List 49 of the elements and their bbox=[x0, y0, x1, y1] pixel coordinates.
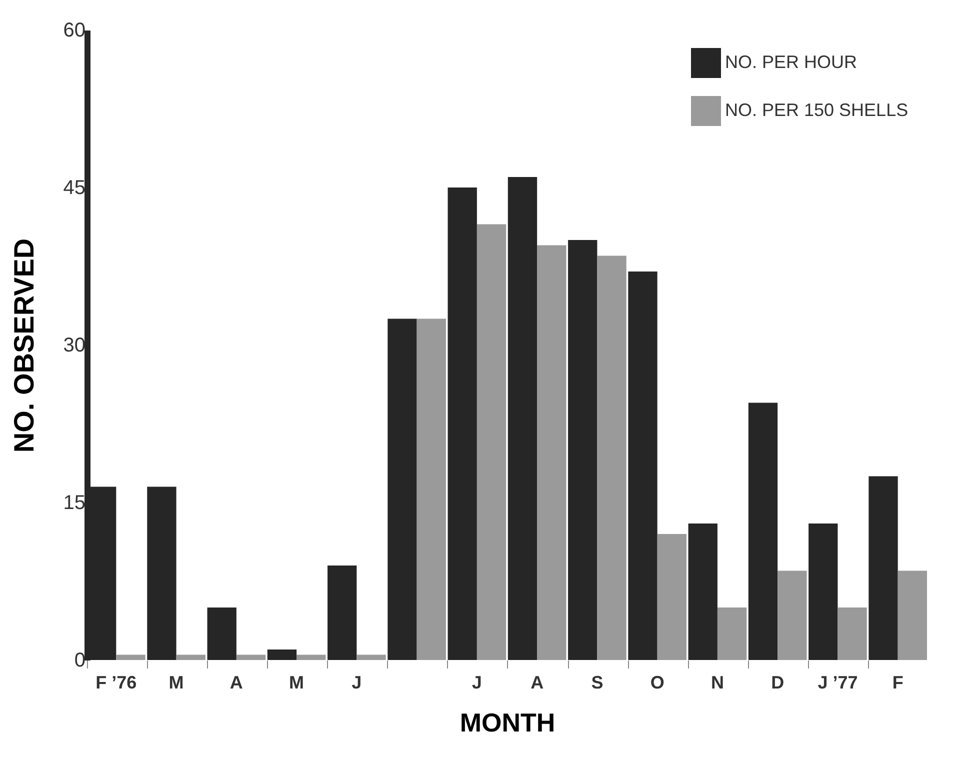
bar bbox=[838, 608, 867, 660]
bar bbox=[657, 534, 686, 660]
x-tick-label: M bbox=[168, 672, 184, 692]
bar bbox=[356, 654, 386, 660]
x-tick-label: J bbox=[472, 672, 482, 692]
bar bbox=[508, 177, 538, 660]
bar bbox=[236, 654, 266, 660]
bar bbox=[147, 486, 176, 660]
bar bbox=[388, 318, 417, 660]
x-axis-title: MONTH bbox=[460, 708, 556, 738]
bar bbox=[328, 566, 357, 660]
bar bbox=[568, 240, 598, 660]
x-tick-label: S bbox=[591, 672, 604, 692]
bar bbox=[688, 524, 718, 660]
bar bbox=[207, 608, 236, 660]
x-tick-label: D bbox=[771, 672, 784, 692]
bar bbox=[898, 570, 927, 660]
bar bbox=[448, 188, 477, 660]
x-tick-label: A bbox=[530, 672, 544, 692]
y-tick-label: 60 bbox=[63, 20, 86, 42]
bar bbox=[476, 224, 506, 660]
x-tick-label: A bbox=[230, 672, 243, 692]
bar bbox=[267, 650, 297, 660]
bar bbox=[717, 608, 747, 660]
bar bbox=[808, 524, 838, 660]
y-tick-label: 30 bbox=[63, 334, 86, 356]
x-tick-label: F bbox=[892, 672, 904, 692]
bar bbox=[176, 654, 206, 660]
x-tick-label: J bbox=[352, 672, 362, 692]
x-tick-label: O bbox=[650, 672, 664, 692]
y-axis-title: NO. OBSERVED bbox=[8, 238, 40, 453]
x-tick-label: J ’77 bbox=[818, 672, 858, 692]
x-tick-label: N bbox=[710, 672, 724, 692]
bar bbox=[296, 654, 326, 660]
y-tick-label: 15 bbox=[63, 492, 86, 514]
bar bbox=[868, 476, 898, 660]
y-tick-label: 45 bbox=[63, 177, 86, 199]
x-tick-label: F ’76 bbox=[96, 672, 137, 692]
x-tick-label: M bbox=[289, 672, 304, 692]
legend-label: NO. PER HOUR bbox=[725, 52, 858, 72]
bar bbox=[628, 272, 658, 660]
bar bbox=[416, 318, 446, 660]
bar bbox=[537, 245, 566, 660]
bar bbox=[597, 256, 626, 660]
bar bbox=[116, 654, 146, 660]
bar bbox=[778, 570, 807, 660]
legend-label: NO. PER 150 SHELLS bbox=[725, 100, 908, 120]
bar bbox=[748, 402, 778, 660]
y-tick-label: 0 bbox=[74, 650, 86, 672]
